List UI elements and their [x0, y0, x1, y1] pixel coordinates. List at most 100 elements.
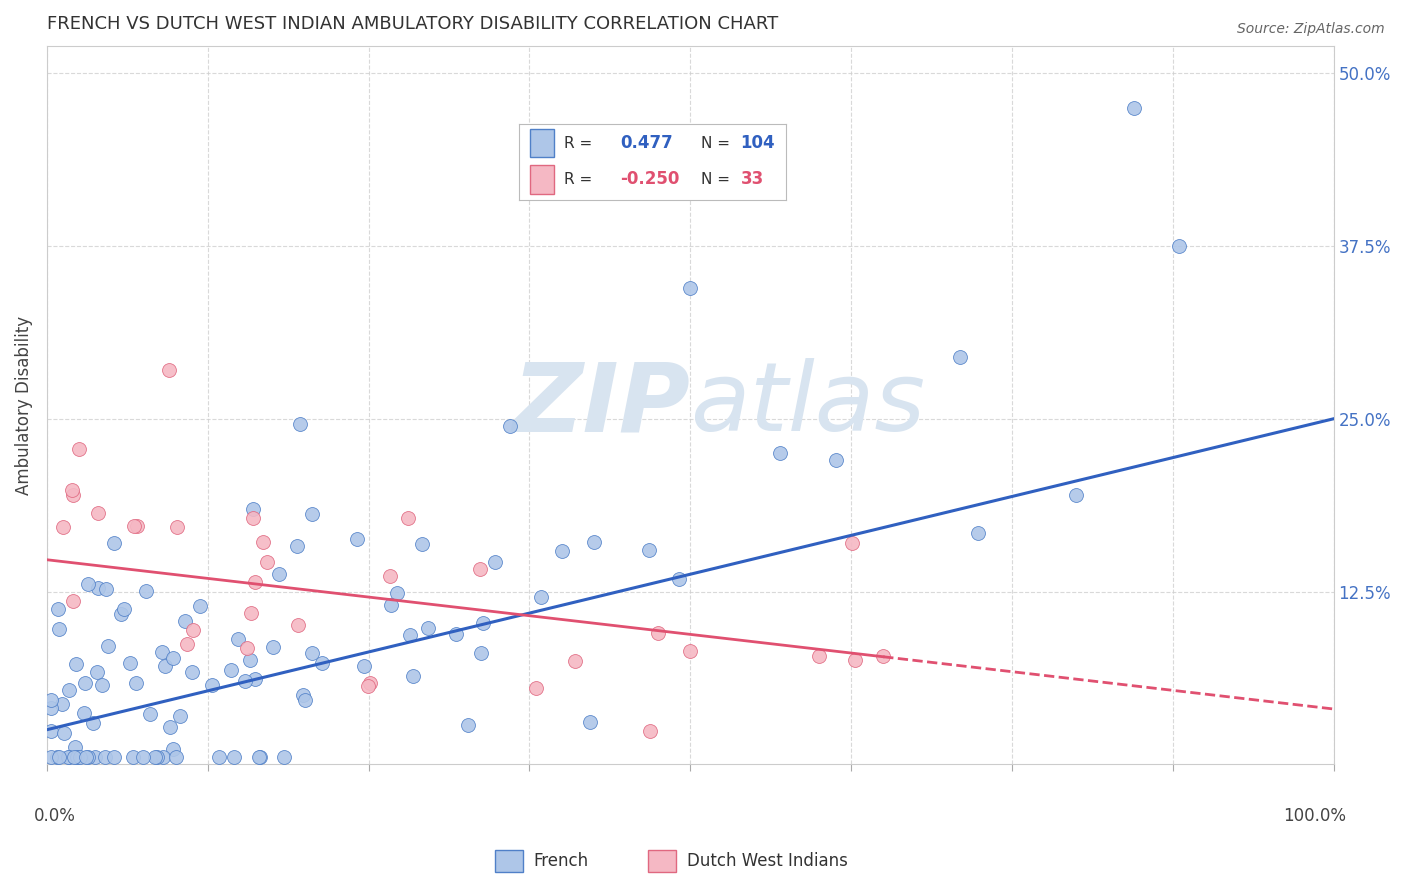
- Point: [91, 678, 114, 692]
- Point: [294, 692, 316, 706]
- Point: [668, 573, 690, 587]
- Text: French: French: [533, 852, 588, 871]
- Point: [769, 446, 792, 460]
- Point: [125, 675, 148, 690]
- Point: [356, 679, 378, 693]
- Text: R =: R =: [564, 172, 592, 186]
- Point: [153, 658, 176, 673]
- Point: [825, 453, 848, 467]
- Point: [468, 562, 491, 576]
- Point: [94, 582, 117, 596]
- Text: atlas: atlas: [690, 359, 925, 451]
- Point: [472, 615, 495, 630]
- Point: [65, 657, 87, 671]
- Point: [222, 750, 245, 764]
- Point: [640, 724, 662, 739]
- Point: [181, 665, 204, 679]
- Point: [221, 663, 243, 677]
- Point: [97, 640, 120, 654]
- Point: [58, 683, 80, 698]
- Bar: [530, 165, 554, 194]
- Point: [122, 518, 145, 533]
- Point: [444, 627, 467, 641]
- Point: [39, 692, 62, 706]
- Point: [967, 526, 990, 541]
- Point: [551, 544, 574, 558]
- Point: [579, 715, 602, 730]
- Point: [135, 584, 157, 599]
- Point: [484, 555, 506, 569]
- Point: [103, 750, 125, 764]
- Point: [583, 534, 606, 549]
- Point: [287, 617, 309, 632]
- Point: [301, 646, 323, 660]
- Point: [86, 665, 108, 680]
- Point: [1123, 101, 1146, 115]
- Point: [285, 539, 308, 553]
- Point: [402, 669, 425, 683]
- Point: [62, 594, 84, 608]
- Point: [256, 555, 278, 569]
- Point: [273, 750, 295, 764]
- Point: [411, 537, 433, 551]
- Point: [66, 750, 89, 764]
- Point: [138, 706, 160, 721]
- Point: [60, 483, 83, 497]
- Point: [949, 350, 972, 364]
- Bar: [495, 850, 523, 872]
- Point: [872, 649, 894, 664]
- Point: [564, 654, 586, 668]
- Point: [1064, 488, 1087, 502]
- Text: 104: 104: [741, 134, 775, 153]
- Point: [84, 750, 107, 764]
- Point: [58, 750, 80, 764]
- Text: R =: R =: [564, 136, 592, 151]
- Text: 100.0%: 100.0%: [1284, 807, 1347, 825]
- Bar: [648, 850, 676, 872]
- Point: [647, 626, 669, 640]
- Point: [181, 623, 204, 637]
- Point: [63, 740, 86, 755]
- Point: [62, 488, 84, 502]
- Point: [169, 708, 191, 723]
- Point: [110, 607, 132, 621]
- Point: [63, 750, 86, 764]
- Point: [132, 750, 155, 764]
- Point: [679, 280, 702, 294]
- Point: [247, 750, 270, 764]
- Point: [150, 645, 173, 659]
- Point: [226, 632, 249, 646]
- Point: [51, 697, 73, 711]
- Point: [499, 418, 522, 433]
- Point: [238, 653, 260, 667]
- Point: [87, 582, 110, 596]
- Point: [66, 750, 89, 764]
- Text: N =: N =: [700, 172, 730, 186]
- Point: [267, 567, 290, 582]
- Point: [290, 417, 312, 432]
- Point: [242, 501, 264, 516]
- Point: [77, 577, 100, 591]
- Point: [245, 673, 267, 687]
- Point: [152, 750, 174, 764]
- Bar: [530, 128, 554, 158]
- Point: [58, 750, 80, 764]
- Point: [52, 519, 75, 533]
- Point: [176, 637, 198, 651]
- Point: [166, 520, 188, 534]
- Point: [679, 644, 702, 658]
- Text: N =: N =: [700, 136, 730, 151]
- Point: [146, 750, 169, 764]
- Point: [75, 750, 97, 764]
- Text: Dutch West Indians: Dutch West Indians: [686, 852, 848, 871]
- Point: [292, 688, 315, 702]
- Point: [208, 750, 231, 764]
- Text: -0.250: -0.250: [620, 170, 681, 188]
- Point: [638, 542, 661, 557]
- Point: [77, 750, 100, 764]
- Text: 33: 33: [741, 170, 763, 188]
- Text: ZIP: ZIP: [512, 359, 690, 451]
- Point: [174, 614, 197, 628]
- Point: [165, 750, 187, 764]
- Point: [380, 599, 402, 613]
